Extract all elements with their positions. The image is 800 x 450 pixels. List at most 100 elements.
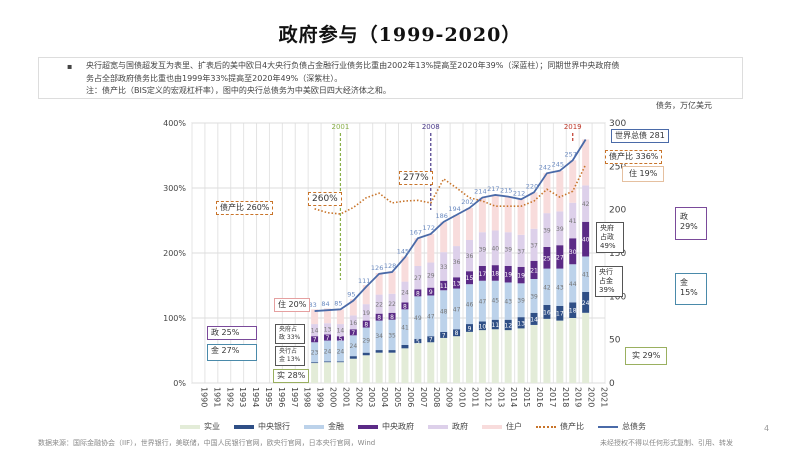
- bar-label: 8: [416, 290, 420, 297]
- bar-中央银行: [543, 305, 551, 319]
- bar-中央银行: [465, 324, 473, 332]
- bar-中央政府: [504, 266, 512, 283]
- bar-中央银行: [375, 350, 383, 353]
- bar-中央银行: [491, 319, 499, 330]
- legend-swatch: [536, 425, 556, 428]
- bar-label: 33: [440, 264, 448, 271]
- bar-住户: [388, 271, 396, 294]
- bullet-icon: ▪: [67, 62, 73, 71]
- x-axis-tick: 2011: [470, 387, 479, 407]
- bar-政府: [556, 211, 564, 246]
- annotation-government-2020: 政 29%: [675, 207, 707, 240]
- annotation-ratio-2020: 债产比 336%: [605, 150, 663, 164]
- bar-金融: [388, 319, 396, 351]
- bar-中央银行: [517, 317, 525, 329]
- bar-政府: [530, 228, 538, 261]
- bar-label: 14: [337, 328, 345, 335]
- rights-note: 未经授权不得以任何形式复制、引用、转发: [600, 439, 733, 447]
- x-axis-tick: 2020: [587, 387, 596, 407]
- legend-swatch: [428, 424, 448, 429]
- bar-label: 24: [350, 343, 358, 350]
- x-axis-tick: 2012: [483, 387, 492, 407]
- bar-政府: [491, 230, 499, 266]
- bar-label: 14: [311, 328, 319, 335]
- bar-label: 25: [543, 255, 551, 262]
- bar-中央政府: [582, 221, 590, 257]
- annotation-central-bank-1999: 央行占金 13%: [275, 346, 305, 366]
- bar-label: 24: [337, 348, 345, 355]
- bar-政府: [401, 281, 409, 303]
- total-label: 215: [500, 187, 512, 195]
- bar-实业: [530, 324, 538, 383]
- annotation-central-gov-1999: 央府占政 33%: [275, 324, 305, 344]
- x-axis-tick: 2007: [419, 387, 428, 407]
- note-line: 注：债产比（BIS定义的宏观杠杆率），图中的央行总债务为中美欧日四大经济体之和。: [86, 86, 391, 95]
- bar-中央银行: [388, 350, 396, 353]
- bar-label: 9: [429, 289, 433, 296]
- bar-label: 10: [479, 323, 487, 330]
- bar-中央政府: [349, 329, 357, 336]
- total-label: 245: [552, 161, 564, 169]
- bar-住户: [556, 170, 564, 212]
- bar-中央银行: [453, 329, 461, 337]
- annotation-household-1999: 住 20%: [274, 298, 311, 312]
- bar-中央银行: [530, 312, 538, 325]
- bar-住户: [349, 298, 357, 316]
- bar-金融: [453, 288, 461, 330]
- bar-label: 37: [517, 248, 525, 255]
- bar-label: 8: [377, 315, 381, 322]
- bar-label: 39: [517, 298, 525, 305]
- bar-实业: [569, 318, 577, 383]
- bar-住户: [440, 221, 448, 253]
- bar-住户: [362, 285, 370, 305]
- total-label: 186: [435, 212, 447, 220]
- page-number: 4: [764, 424, 770, 433]
- bar-中央政府: [556, 245, 564, 269]
- bar-label: 43: [556, 285, 564, 292]
- bar-政府: [427, 262, 435, 288]
- legend-swatch: [598, 425, 618, 428]
- annotation-central-bank-2020: 央行占金 39%: [595, 266, 623, 297]
- bar-政府: [453, 246, 461, 278]
- bar-label: 5: [339, 336, 343, 343]
- bar-中央政府: [401, 302, 409, 310]
- bar-金融: [414, 296, 422, 339]
- bar-label: 17: [556, 311, 564, 318]
- right-axis-tick: 150: [609, 249, 626, 259]
- bar-金融: [530, 279, 538, 313]
- x-axis-tick: 2015: [522, 387, 531, 407]
- bar-中央政府: [440, 280, 448, 291]
- bar-label: 40: [582, 237, 590, 244]
- bar-中央银行: [427, 336, 435, 343]
- legend-label: 中央政府: [382, 422, 414, 431]
- bar-实业: [336, 362, 344, 383]
- total-label: 111: [358, 277, 370, 285]
- bar-label: 36: [466, 253, 474, 260]
- legend-label: 政府: [452, 422, 468, 431]
- right-axis-tick: 300: [609, 119, 626, 129]
- total-label: 242: [539, 163, 551, 171]
- bar-政府: [349, 315, 357, 330]
- bar-中央银行: [362, 352, 370, 356]
- bar-label: 17: [479, 271, 487, 278]
- bar-中央政府: [543, 246, 551, 269]
- bar-label: 42: [582, 201, 590, 208]
- bar-住户: [478, 197, 486, 233]
- annotation-financial-1999: 金 27%: [207, 344, 257, 361]
- total-label: 212: [513, 189, 525, 197]
- x-axis-tick: 2000: [329, 387, 338, 407]
- bar-住户: [530, 192, 538, 229]
- x-axis-tick: 2018: [561, 387, 570, 407]
- bar-label: 13: [453, 280, 461, 287]
- bar-金融: [543, 268, 551, 305]
- legend-item: 总债务: [598, 421, 646, 432]
- bar-中央银行: [440, 331, 448, 338]
- bar-label: 34: [375, 333, 383, 340]
- bar-实业: [453, 336, 461, 383]
- bar-住户: [453, 214, 461, 247]
- x-axis-tick: 2006: [406, 387, 415, 407]
- annotation-real-1999: 实 28%: [273, 369, 310, 383]
- bar-label: 13: [324, 326, 332, 333]
- bar-中央政府: [569, 238, 577, 265]
